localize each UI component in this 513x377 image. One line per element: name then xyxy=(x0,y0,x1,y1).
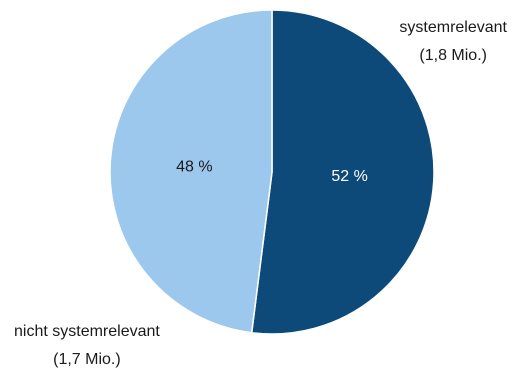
callout-systemrelevant-amount: (1,8 Mio.) xyxy=(419,47,487,64)
pie-slice-systemrelevant xyxy=(250,9,435,335)
callout-nicht-systemrelevant: nicht systemrelevant (1,7 Mio.) xyxy=(14,318,160,374)
callout-nicht-systemrelevant-name: nicht systemrelevant xyxy=(14,323,160,340)
callout-systemrelevant-name: systemrelevant xyxy=(399,19,507,36)
callout-systemrelevant: systemrelevant (1,8 Mio.) xyxy=(399,14,507,70)
pie-slice-nicht-systemrelevant xyxy=(109,9,273,334)
pie-label-nicht-systemrelevant: 48 % xyxy=(176,158,212,175)
callout-nicht-systemrelevant-amount: (1,7 Mio.) xyxy=(53,351,121,368)
pie-label-systemrelevant: 52 % xyxy=(331,168,367,185)
